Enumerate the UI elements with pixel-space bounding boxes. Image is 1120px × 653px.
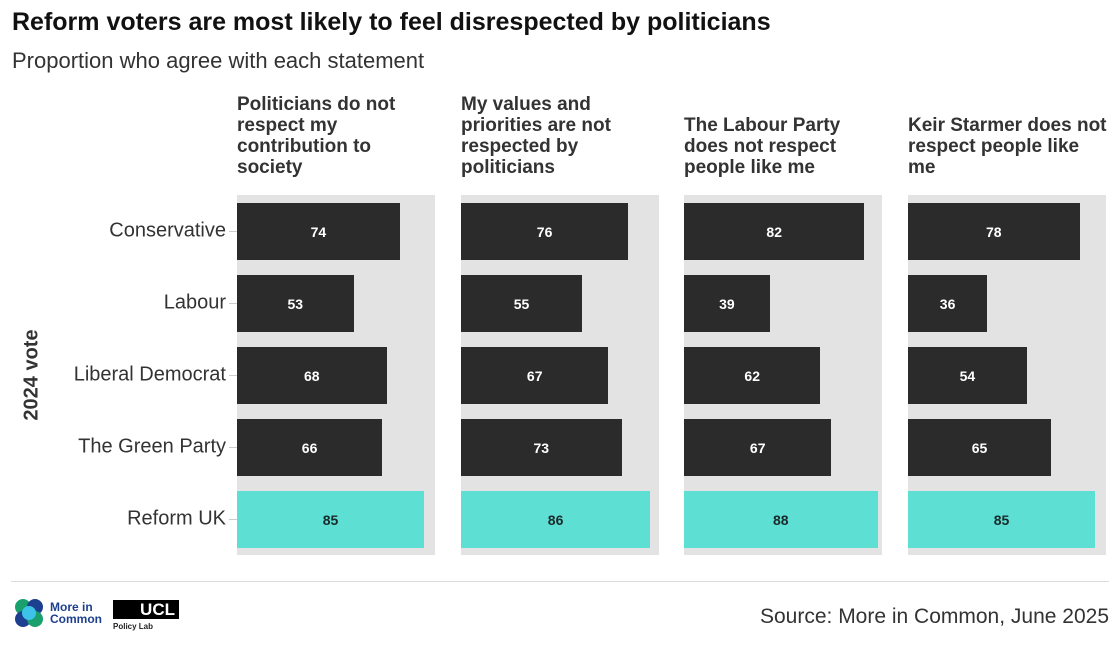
more-in-common-logo-text: More in Common [50, 600, 102, 626]
panel-title: Keir Starmer does not respect people lik… [908, 115, 1107, 178]
data-label: 86 [547, 511, 564, 528]
bar: 85 [908, 491, 1095, 548]
bar: 67 [461, 347, 609, 404]
bar: 65 [908, 419, 1051, 476]
category-label: Reform UK [127, 507, 226, 530]
panel-3: 82 39 62 67 88 [684, 195, 882, 555]
category-label: The Green Party [78, 435, 226, 458]
bar: 78 [908, 203, 1080, 260]
more-in-common-logo-icon [15, 599, 43, 627]
panel-4: 78 36 54 65 85 [908, 195, 1106, 555]
divider [11, 581, 1109, 582]
more-in-common-logo: More in Common [14, 598, 106, 628]
data-label: 73 [533, 439, 550, 456]
bar: 88 [684, 491, 878, 548]
data-label: 67 [749, 439, 766, 456]
bar: 68 [237, 347, 387, 404]
ucl-logo-sub: Policy Lab [113, 622, 154, 631]
axis-tick [229, 447, 237, 448]
axis-tick [229, 519, 237, 520]
data-label: 54 [959, 367, 976, 384]
data-label: 67 [526, 367, 543, 384]
data-label: 85 [993, 511, 1010, 528]
panel-2: 76 55 67 73 86 [461, 195, 659, 555]
data-label: 74 [310, 223, 327, 240]
panel-title: My values and priorities are not respect… [461, 94, 611, 178]
data-label: 68 [304, 367, 320, 384]
axis-tick [229, 303, 237, 304]
source-note: Source: More in Common, June 2025 [759, 605, 1109, 628]
chart-subtitle: Proportion who agree with each statement [12, 48, 425, 73]
bar: 62 [684, 347, 821, 404]
bar: 82 [684, 203, 865, 260]
bar: 86 [461, 491, 651, 548]
bar: 73 [461, 419, 622, 476]
category-label: Liberal Democrat [73, 363, 226, 386]
ucl-logo: UCL Policy Lab [113, 600, 179, 631]
bar: 67 [684, 419, 832, 476]
panel-title: Politicians do not respect my contributi… [237, 94, 396, 178]
data-label: 39 [719, 295, 735, 312]
bar: 85 [237, 491, 424, 548]
data-label: 55 [513, 295, 530, 312]
bar: 55 [461, 275, 582, 332]
panel-title: The Labour Party does not respect people… [684, 115, 841, 178]
data-label: 65 [971, 439, 988, 456]
category-label: Labour [163, 291, 226, 314]
chart-title: Reform voters are most likely to feel di… [12, 8, 771, 36]
bar: 66 [237, 419, 383, 476]
data-label: 88 [773, 511, 789, 528]
bar: 76 [461, 203, 629, 260]
data-label: 62 [744, 367, 760, 384]
panel-1: 74 53 68 66 85 [237, 195, 435, 555]
data-label: 36 [939, 295, 956, 312]
bar: 39 [684, 275, 770, 332]
data-label: 82 [766, 223, 782, 240]
data-label: 78 [986, 223, 1002, 240]
axis-tick [229, 375, 237, 376]
data-label: 66 [301, 439, 318, 456]
bar: 36 [908, 275, 988, 332]
category-label: Conservative [109, 219, 226, 242]
y-axis-label: 2024 vote [20, 329, 43, 421]
data-label: 76 [536, 223, 553, 240]
data-label: 53 [287, 295, 304, 312]
ucl-logo-mark: UCL [113, 600, 179, 619]
bar: 53 [237, 275, 354, 332]
data-label: 85 [322, 511, 339, 528]
bar: 54 [908, 347, 1027, 404]
bar: 74 [237, 203, 400, 260]
axis-tick [229, 231, 237, 232]
